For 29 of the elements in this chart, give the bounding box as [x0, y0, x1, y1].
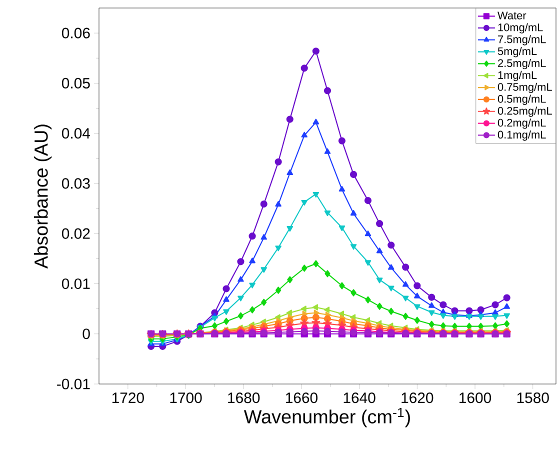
- y-axis-title: Absorbance (AU): [34, 124, 52, 269]
- legend-label: 0.2mg/mL: [498, 118, 546, 129]
- y-tick-label: -0.01: [57, 378, 90, 390]
- legend-label: 0.25mg/mL: [498, 106, 552, 117]
- y-tick-label: 0.06: [62, 28, 90, 38]
- x-tick-label: 1620: [402, 392, 434, 404]
- legend-label: 0.1mg/mL: [498, 130, 546, 141]
- legend-label: 10mg/mL: [498, 23, 543, 34]
- legend-label: 5mg/mL: [498, 47, 537, 58]
- y-tick-label: 0.02: [62, 228, 90, 239]
- x-tick-label: 1720: [112, 392, 144, 404]
- y-tick-label: 0: [82, 328, 90, 340]
- x-axis-title: Wavenumber (cm$^{-1}$): [244, 408, 410, 428]
- legend-label: Water: [498, 12, 526, 20]
- y-tick-label: 0.03: [62, 178, 90, 189]
- x-tick-label: 1640: [344, 392, 376, 404]
- x-tick-label: 1660: [286, 392, 318, 404]
- legend-label: 0.5mg/mL: [498, 94, 546, 105]
- legend-label: 2.5mg/mL: [498, 58, 546, 70]
- y-tick-label: 0.04: [62, 128, 90, 139]
- y-tick-label: 0.05: [62, 78, 90, 88]
- legend-label: 7.5mg/mL: [498, 35, 546, 46]
- x-tick-label: 1580: [517, 392, 549, 404]
- legend-label: 0.75mg/mL: [498, 82, 552, 94]
- x-tick-label: 1680: [228, 392, 260, 404]
- legend-label: 1mg/mL: [498, 70, 537, 82]
- x-tick-label: 1600: [460, 392, 492, 404]
- x-tick-label: 1700: [170, 392, 202, 404]
- y-tick-label: 0.01: [62, 278, 90, 290]
